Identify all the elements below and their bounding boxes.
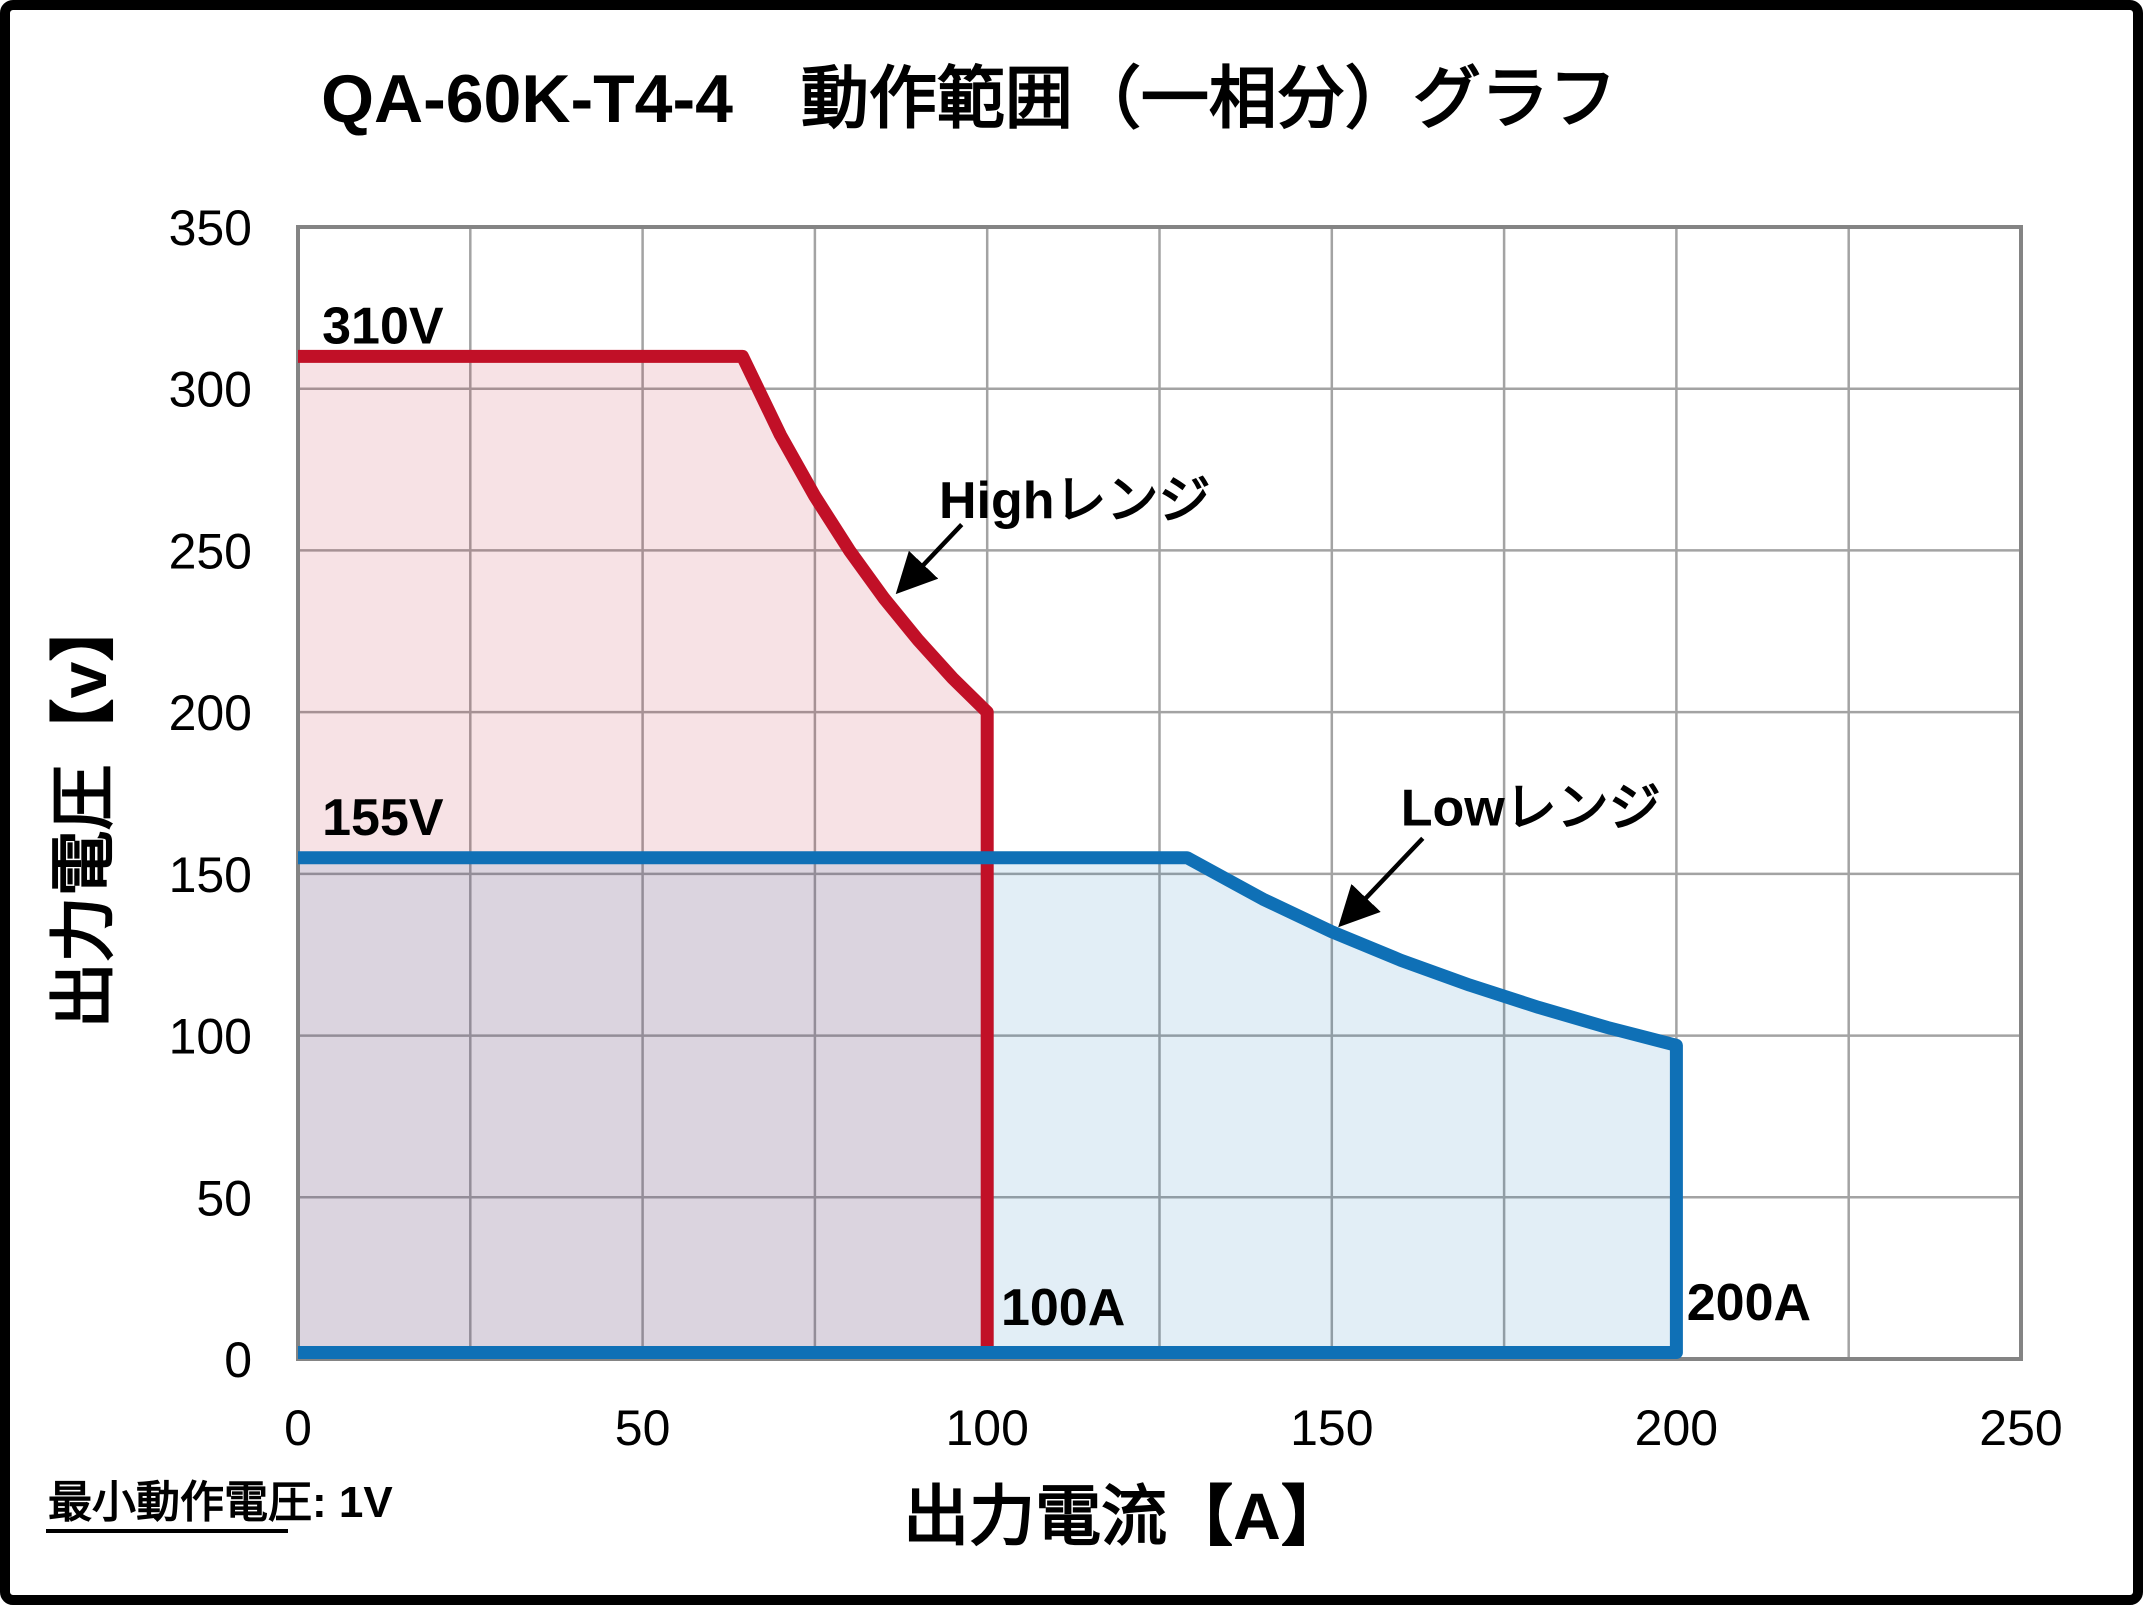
label-155v: 155V — [322, 789, 444, 847]
x-axis-title: 出力電流【A】 — [903, 1479, 1347, 1553]
footnote-min-operating-voltage: 最小動作電圧: 1V — [48, 1478, 393, 1527]
x-tick-label: 150 — [1290, 1400, 1373, 1456]
label-100a: 100A — [1001, 1279, 1125, 1337]
x-tick-label: 250 — [1979, 1400, 2062, 1456]
high-range-arrow — [895, 523, 964, 595]
y-tick-label: 150 — [169, 847, 252, 903]
annotation-layer: 310V 155V 100A 200A Highレンジ Lowレンジ — [322, 297, 1811, 1337]
series-line-layer — [298, 349, 1683, 1359]
x-tick-label: 200 — [1635, 1400, 1718, 1456]
y-tick-label: 350 — [169, 200, 252, 256]
y-tick-label: 300 — [169, 362, 252, 418]
chart-title: QA-60K-T4-4 動作範囲（一相分）グラフ — [321, 61, 1617, 137]
x-tick-label: 100 — [945, 1400, 1028, 1456]
y-axis-title: 出力電圧【v】 — [46, 596, 120, 1029]
low-range-arrow — [1338, 836, 1425, 928]
y-tick-label: 50 — [196, 1170, 252, 1226]
high-range-line — [298, 349, 994, 1359]
label-200a: 200A — [1687, 1274, 1811, 1332]
label-310v: 310V — [322, 297, 444, 355]
y-tick-label: 0 — [224, 1332, 252, 1388]
low-range-line — [298, 851, 1683, 1359]
label-low-range: Lowレンジ — [1401, 779, 1661, 837]
y-tick-label: 200 — [169, 685, 252, 741]
grid-layer — [298, 227, 2021, 1359]
label-high-range: Highレンジ — [939, 472, 1211, 530]
axis-tick-layer: 0 50 100 150 200 250 0 50 100 150 200 250 300 350 — [169, 200, 2063, 1456]
y-tick-label: 100 — [169, 1009, 252, 1065]
x-tick-label: 50 — [615, 1400, 671, 1456]
y-tick-label: 250 — [169, 523, 252, 579]
x-tick-label: 0 — [284, 1400, 312, 1456]
